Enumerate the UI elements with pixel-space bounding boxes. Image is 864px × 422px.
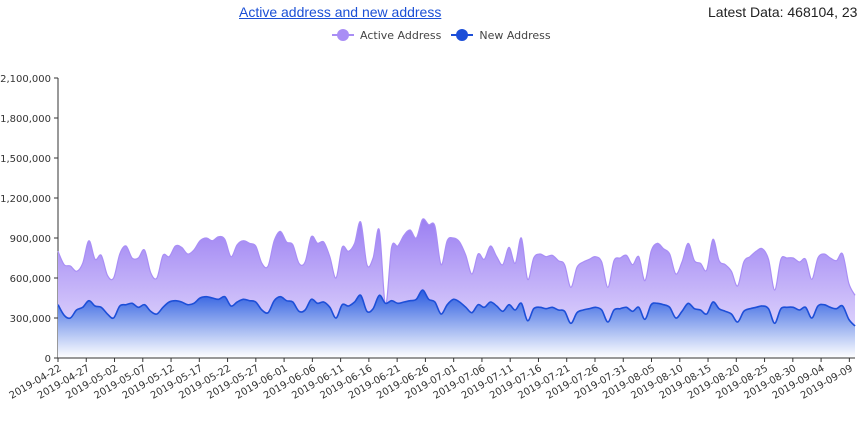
y-tick-label: 0 xyxy=(45,354,51,365)
legend-label: Active Address xyxy=(360,28,442,42)
chart-title-link[interactable]: Active address and new address xyxy=(239,4,442,20)
plot-area xyxy=(57,218,856,358)
y-tick-label: 1,200,000 xyxy=(0,194,51,205)
legend-marker-icon xyxy=(451,29,474,41)
y-tick-label: 300,000 xyxy=(10,314,51,325)
y-tick-label: 1,500,000 xyxy=(0,154,51,165)
legend-item-new-address[interactable]: New Address xyxy=(451,28,551,42)
y-tick-label: 900,000 xyxy=(10,234,51,245)
latest-data-label: Latest Data: 468104, 23 xyxy=(708,4,858,20)
series-line-active-address xyxy=(57,218,856,306)
y-axis: 0 300,000 600,000 900,000 1,200,000 1,500,000… xyxy=(0,74,59,365)
y-tick-label: 1,800,000 xyxy=(0,114,51,125)
legend-item-active-address[interactable]: Active Address xyxy=(332,29,441,42)
series-area-new-address xyxy=(58,290,855,358)
x-axis: 2019-04-222019-04-272019-05-022019-05-07… xyxy=(8,357,855,402)
y-tick-label: 600,000 xyxy=(10,274,51,285)
y-tick-label: 2,100,000 xyxy=(0,74,51,85)
legend-label: New Address xyxy=(479,28,551,42)
chart-legend: Active Address New Address xyxy=(332,27,551,43)
legend-marker-icon xyxy=(332,29,354,41)
series-line-new-address xyxy=(57,289,856,327)
